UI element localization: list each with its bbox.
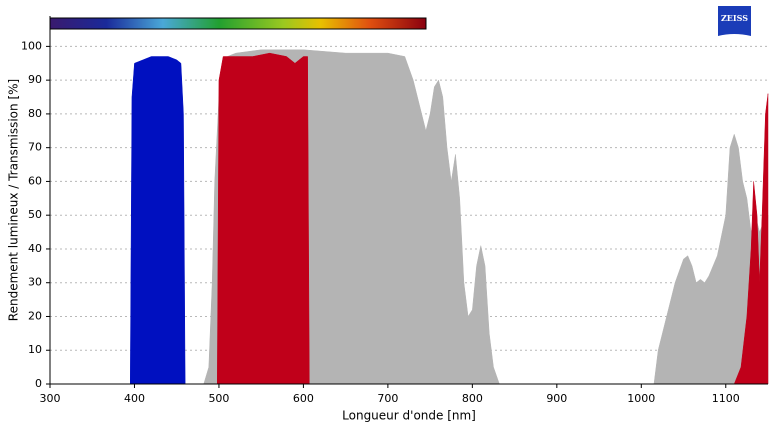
logo: ZEISS	[718, 6, 751, 36]
x-tick-label: 500	[208, 392, 229, 405]
y-tick-label: 20	[28, 309, 42, 322]
y-tick-label: 100	[21, 39, 42, 52]
x-tick-label: 1100	[712, 392, 740, 405]
x-tick-label: 400	[124, 392, 145, 405]
x-tick-label: 1000	[627, 392, 655, 405]
spectrum-bar	[49, 17, 427, 30]
y-tick-label: 0	[35, 377, 42, 390]
y-tick-label: 40	[28, 242, 42, 255]
area	[129, 56, 186, 385]
y-tick-label: 70	[28, 141, 42, 154]
area	[203, 49, 769, 385]
y-tick-label: 60	[28, 174, 42, 187]
logo-text: ZEISS	[721, 13, 748, 23]
area	[217, 52, 769, 385]
x-axis-label: Longueur d'onde [nm]	[342, 409, 476, 423]
x-tick-label: 300	[40, 392, 61, 405]
y-tick-label: 80	[28, 107, 42, 120]
x-tick-label: 800	[462, 392, 483, 405]
x-tick-label: 900	[546, 392, 567, 405]
y-axis-label: Rendement lumineux / Transmission [%]	[7, 79, 21, 321]
y-tick-label: 10	[28, 343, 42, 356]
x-tick-label: 600	[293, 392, 314, 405]
y-tick-label: 90	[28, 73, 42, 86]
y-tick-label: 50	[28, 208, 42, 221]
y-tick-label: 30	[28, 276, 42, 289]
x-tick-label: 700	[377, 392, 398, 405]
